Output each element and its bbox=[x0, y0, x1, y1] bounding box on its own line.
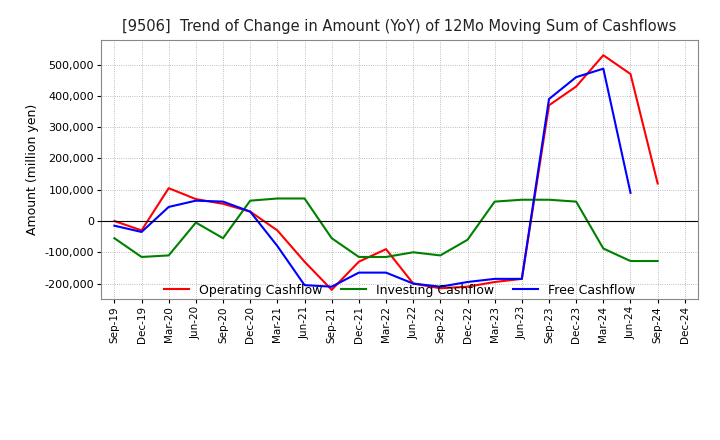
Operating Cashflow bbox=[545, 103, 554, 108]
Investing Cashflow bbox=[572, 199, 580, 204]
Investing Cashflow bbox=[518, 197, 526, 202]
Free Cashflow bbox=[219, 199, 228, 204]
Free Cashflow bbox=[436, 284, 445, 290]
Investing Cashflow bbox=[436, 253, 445, 258]
Investing Cashflow bbox=[328, 235, 336, 241]
Free Cashflow bbox=[409, 281, 418, 286]
Operating Cashflow bbox=[626, 71, 635, 77]
Line: Investing Cashflow: Investing Cashflow bbox=[114, 198, 657, 261]
Free Cashflow bbox=[382, 270, 390, 275]
Investing Cashflow bbox=[599, 246, 608, 251]
Investing Cashflow bbox=[273, 196, 282, 201]
Free Cashflow bbox=[110, 223, 119, 228]
Operating Cashflow bbox=[354, 259, 363, 264]
Free Cashflow bbox=[518, 276, 526, 282]
Operating Cashflow bbox=[463, 284, 472, 290]
Operating Cashflow bbox=[572, 84, 580, 89]
Free Cashflow bbox=[138, 229, 146, 235]
Operating Cashflow bbox=[219, 201, 228, 206]
Free Cashflow bbox=[463, 279, 472, 285]
Line: Operating Cashflow: Operating Cashflow bbox=[114, 55, 657, 290]
Operating Cashflow bbox=[328, 287, 336, 293]
Investing Cashflow bbox=[354, 254, 363, 260]
Investing Cashflow bbox=[110, 235, 119, 241]
Operating Cashflow bbox=[436, 286, 445, 291]
Investing Cashflow bbox=[463, 237, 472, 242]
Operating Cashflow bbox=[382, 246, 390, 252]
Operating Cashflow bbox=[409, 281, 418, 286]
Operating Cashflow bbox=[192, 197, 200, 202]
Investing Cashflow bbox=[164, 253, 173, 258]
Free Cashflow bbox=[328, 284, 336, 290]
Investing Cashflow bbox=[626, 258, 635, 264]
Free Cashflow bbox=[164, 204, 173, 209]
Line: Free Cashflow: Free Cashflow bbox=[114, 69, 631, 287]
Operating Cashflow bbox=[490, 279, 499, 285]
Free Cashflow bbox=[273, 243, 282, 249]
Investing Cashflow bbox=[545, 197, 554, 202]
Investing Cashflow bbox=[219, 235, 228, 241]
Free Cashflow bbox=[246, 209, 255, 214]
Operating Cashflow bbox=[110, 218, 119, 224]
Operating Cashflow bbox=[300, 259, 309, 264]
Legend: Operating Cashflow, Investing Cashflow, Free Cashflow: Operating Cashflow, Investing Cashflow, … bbox=[159, 279, 640, 302]
Operating Cashflow bbox=[518, 276, 526, 282]
Free Cashflow bbox=[599, 66, 608, 71]
Operating Cashflow bbox=[273, 228, 282, 233]
Free Cashflow bbox=[490, 276, 499, 282]
Investing Cashflow bbox=[300, 196, 309, 201]
Free Cashflow bbox=[354, 270, 363, 275]
Free Cashflow bbox=[626, 190, 635, 195]
Investing Cashflow bbox=[138, 254, 146, 260]
Investing Cashflow bbox=[653, 258, 662, 264]
Operating Cashflow bbox=[246, 209, 255, 214]
Operating Cashflow bbox=[653, 181, 662, 186]
Free Cashflow bbox=[192, 198, 200, 203]
Operating Cashflow bbox=[164, 186, 173, 191]
Free Cashflow bbox=[572, 74, 580, 80]
Investing Cashflow bbox=[409, 249, 418, 255]
Investing Cashflow bbox=[192, 220, 200, 225]
Investing Cashflow bbox=[382, 254, 390, 260]
Operating Cashflow bbox=[138, 228, 146, 233]
Title: [9506]  Trend of Change in Amount (YoY) of 12Mo Moving Sum of Cashflows: [9506] Trend of Change in Amount (YoY) o… bbox=[122, 19, 677, 34]
Free Cashflow bbox=[300, 282, 309, 288]
Y-axis label: Amount (million yen): Amount (million yen) bbox=[26, 104, 39, 235]
Investing Cashflow bbox=[246, 198, 255, 203]
Investing Cashflow bbox=[490, 199, 499, 204]
Operating Cashflow bbox=[599, 53, 608, 58]
Free Cashflow bbox=[545, 96, 554, 102]
